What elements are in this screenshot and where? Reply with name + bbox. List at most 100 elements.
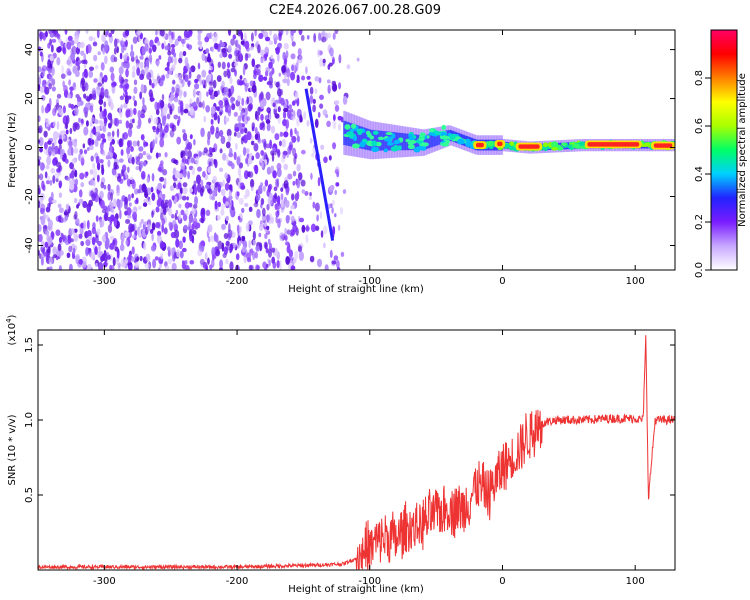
noise-speck <box>78 259 84 265</box>
noise-speck <box>296 117 300 127</box>
noise-speck <box>164 124 169 134</box>
noise-speck <box>208 161 212 167</box>
signal-core <box>427 134 430 149</box>
noise-speck <box>49 266 53 270</box>
noise-speck <box>175 184 181 190</box>
noise-speck <box>151 82 155 89</box>
noise-speck <box>195 222 201 229</box>
noise-speck <box>282 78 288 84</box>
noise-speck <box>63 211 68 216</box>
noise-speck <box>285 215 290 224</box>
noise-speck <box>189 134 193 140</box>
noise-speck <box>319 94 324 100</box>
noise-speck <box>276 178 280 188</box>
noise-speck <box>276 168 282 178</box>
signal-blob <box>384 138 392 142</box>
noise-speck <box>160 242 166 248</box>
noise-speck <box>50 44 54 53</box>
noise-speck <box>85 120 89 127</box>
noise-speck <box>340 251 345 257</box>
noise-speck <box>118 107 122 115</box>
noise-speck <box>107 159 111 168</box>
signal-hot-core <box>518 144 540 149</box>
noise-speck <box>292 258 297 264</box>
noise-speck <box>72 82 77 91</box>
noise-speck <box>189 187 194 193</box>
noise-speck <box>62 234 65 243</box>
noise-speck <box>160 199 165 209</box>
noise-speck <box>47 42 51 49</box>
noise-speck <box>160 75 165 81</box>
noise-speck <box>224 182 230 191</box>
noise-speck <box>94 246 98 255</box>
noise-speck <box>99 190 104 199</box>
noise-speck <box>101 166 105 176</box>
signal-core <box>357 125 360 149</box>
noise-speck <box>149 228 154 234</box>
noise-speck <box>335 182 340 187</box>
noise-speck <box>280 187 284 192</box>
noise-speck <box>200 241 206 247</box>
spectrogram-x-axis: -300 -200 -100 0 100 <box>93 30 645 287</box>
noise-speck <box>210 184 216 191</box>
noise-speck <box>140 218 144 224</box>
noise-speck <box>157 166 162 172</box>
noise-speck <box>184 260 188 265</box>
noise-speck <box>116 128 120 138</box>
noise-speck <box>326 120 331 128</box>
noise-speck <box>157 41 161 46</box>
noise-speck <box>275 215 278 224</box>
noise-speck <box>245 148 250 154</box>
noise-speck <box>164 45 170 51</box>
noise-speck <box>289 259 293 267</box>
noise-speck <box>95 262 98 267</box>
noise-speck <box>219 104 224 109</box>
noise-speck <box>53 131 59 141</box>
noise-speck <box>144 263 150 269</box>
noise-speck <box>91 226 97 235</box>
noise-speck <box>161 223 164 233</box>
noise-speck <box>132 118 135 124</box>
snr-panel: -300 -200 -100 0 100 0.5 1.0 1.5 Height of str… <box>5 314 676 595</box>
noise-speck <box>332 226 336 236</box>
signal-core <box>344 121 348 146</box>
noise-speck <box>277 88 282 97</box>
noise-speck <box>188 71 192 79</box>
noise-speck <box>290 53 296 60</box>
noise-speck <box>334 30 339 35</box>
noise-speck <box>74 35 79 45</box>
noise-speck <box>250 32 254 42</box>
noise-speck <box>102 150 106 157</box>
noise-speck <box>234 61 239 67</box>
noise-speck <box>213 190 217 197</box>
noise-speck <box>58 165 63 172</box>
spectrogram-y-tick-label: -40 <box>24 237 35 253</box>
noise-speck <box>89 66 94 71</box>
noise-speck <box>96 228 101 236</box>
noise-speck <box>211 246 216 257</box>
noise-speck <box>197 166 202 172</box>
noise-speck <box>241 246 246 253</box>
noise-speck <box>342 95 348 105</box>
noise-speck <box>321 36 327 43</box>
signal-core <box>432 133 435 147</box>
noise-speck <box>336 259 340 269</box>
noise-speck <box>213 42 219 50</box>
spectrogram-x-label: Height of straight line (km) <box>288 284 424 295</box>
noise-speck <box>208 81 214 86</box>
noise-speck <box>329 47 334 57</box>
noise-speck <box>265 119 271 125</box>
noise-speck <box>265 247 269 254</box>
noise-speck <box>346 64 351 70</box>
noise-speck <box>124 90 128 95</box>
noise-speck <box>240 110 244 118</box>
noise-speck <box>213 232 217 242</box>
noise-speck <box>69 172 74 179</box>
noise-speck <box>306 75 311 80</box>
noise-speck <box>285 255 290 265</box>
noise-speck <box>226 68 230 73</box>
noise-speck <box>140 134 145 141</box>
noise-speck <box>201 69 207 78</box>
noise-speck <box>120 104 124 110</box>
noise-speck <box>167 50 172 56</box>
